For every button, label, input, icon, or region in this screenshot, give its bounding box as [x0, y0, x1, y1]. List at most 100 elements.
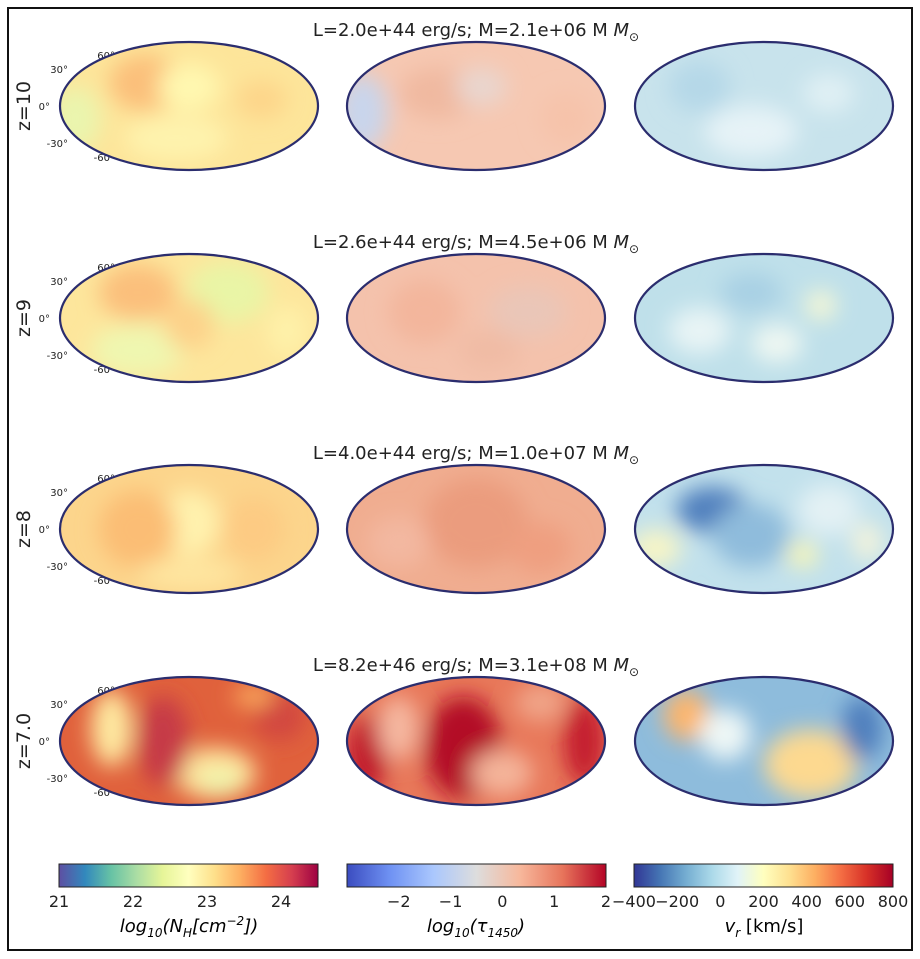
density-patch: [455, 67, 507, 107]
colorbar-tick: 0: [497, 892, 507, 911]
latitude-tick: 0°: [39, 314, 50, 325]
density-patch: [635, 529, 682, 568]
colorbar-optical-depth: −2 −1 0 1 2: [346, 863, 611, 911]
latitude-tick: 30°: [50, 700, 68, 711]
colorbar-tick: 600: [835, 892, 866, 911]
density-patch: [424, 477, 528, 568]
mollweide-map: [635, 465, 893, 593]
map-outline: [58, 463, 320, 595]
density-patch: [797, 484, 860, 536]
colorbar-gradient: [58, 863, 319, 888]
mollweide-map: [347, 677, 605, 805]
row-title: L=8.2e+46 erg/s; M=3.1e+08 M M⊙: [313, 655, 639, 679]
latitude-tick: 30°: [50, 488, 68, 499]
map-outline: [58, 675, 320, 807]
mollweide-map: [347, 254, 605, 382]
latitude-tick: -30°: [47, 774, 68, 785]
latitude-tick: 30°: [50, 277, 68, 288]
density-patch: [266, 305, 308, 357]
density-patch: [199, 769, 241, 795]
map-outline: [633, 252, 895, 384]
density-patch: [124, 114, 228, 162]
latitude-tick: 0°: [39, 525, 50, 536]
density-patch: [787, 541, 819, 568]
mollweide-map: [60, 677, 318, 805]
map-outline: [58, 40, 320, 172]
latitude-tick: -30°: [47, 139, 68, 150]
map-row: L=2.6e+44 erg/s; M=4.5e+06 M M⊙z=960°30°…: [13, 232, 895, 384]
colorbar-tick: 2: [601, 892, 611, 911]
density-patch: [488, 286, 567, 338]
redshift-label: z=10: [13, 81, 35, 131]
map-outline: [633, 463, 895, 595]
density-patch: [841, 696, 883, 761]
colorbar-tick: 400: [791, 892, 822, 911]
map-outline: [345, 40, 607, 172]
row-title: L=2.0e+44 erg/s; M=2.1e+06 M M⊙: [313, 20, 639, 44]
colorbar-tick: 0: [715, 892, 725, 911]
row-title: L=4.0e+44 erg/s; M=1.0e+07 M M⊙: [313, 443, 639, 467]
colorbar-tick: 24: [271, 892, 291, 911]
mollweide-map: [347, 42, 605, 170]
latitude-tick: 0°: [39, 737, 50, 748]
colorbar-label-tau: log10(τ1450): [427, 916, 525, 940]
colorbar-tick: −1: [439, 892, 463, 911]
colorbar-tick: −2: [387, 892, 411, 911]
density-patch: [663, 689, 710, 742]
density-patch: [851, 522, 883, 561]
density-patch: [163, 298, 215, 350]
figure-frame: [7, 7, 913, 951]
density-patch: [509, 522, 572, 574]
latitude-tick: -60°: [94, 576, 115, 587]
density-patch: [802, 74, 855, 113]
density-patch: [751, 324, 803, 363]
colorbar-tick: 21: [49, 892, 69, 911]
density-patch: [137, 696, 189, 786]
colorbar-tick: 800: [878, 892, 909, 911]
latitude-tick: 30°: [50, 65, 68, 76]
colorbar-tick: 200: [748, 892, 779, 911]
colorbar-tick: −200: [655, 892, 699, 911]
colorbars: 21 22 23 24 −2 −1 0 1 2 −400 −200 0 200 400 600 800: [49, 863, 909, 911]
density-patch: [764, 729, 857, 799]
density-patch: [232, 685, 275, 707]
density-patch: [457, 330, 520, 370]
density-patch: [563, 696, 605, 786]
density-patch: [470, 749, 533, 797]
density-patch: [699, 709, 752, 761]
mollweide-map: [347, 465, 605, 593]
colorbar-gradient: [633, 863, 894, 888]
density-patch: [367, 516, 430, 568]
density-patch: [668, 307, 731, 354]
density-patch: [540, 93, 593, 145]
colorbar-radial-velocity: −400 −200 0 200 400 600 800: [612, 863, 909, 911]
density-patch: [98, 264, 177, 321]
density-patch: [222, 497, 285, 561]
colorbar-gradient: [346, 863, 607, 888]
density-patch: [805, 289, 837, 321]
colorbar-column-density: 21 22 23 24: [49, 863, 319, 911]
redshift-label: z=7.0: [13, 713, 35, 769]
density-patch: [388, 279, 461, 344]
map-outline: [633, 675, 895, 807]
latitude-tick: -30°: [47, 562, 68, 573]
density-patch: [235, 80, 288, 119]
density-patch: [347, 74, 389, 151]
colorbar-tick: 1: [549, 892, 559, 911]
colorbar-tick: 23: [197, 892, 217, 911]
latitude-tick: -60°: [94, 788, 115, 799]
density-patch: [398, 67, 476, 119]
density-patch: [90, 689, 133, 767]
latitude-tick: -30°: [47, 351, 68, 362]
colorbar-tick: −400: [612, 892, 656, 911]
map-outline: [345, 252, 607, 384]
density-patch: [514, 683, 567, 722]
density-patch: [90, 324, 184, 376]
colorbar-labels: log10(NH[cm−2]) log10(τ1450) vr [km/s]: [120, 914, 804, 940]
colorbar-label-vr: vr [km/s]: [725, 916, 804, 940]
density-patch: [704, 106, 798, 158]
mollweide-map: [60, 42, 318, 170]
map-row: L=8.2e+46 erg/s; M=3.1e+08 M M⊙z=7.060°3…: [13, 655, 895, 807]
latitude-tick: 0°: [39, 102, 50, 113]
